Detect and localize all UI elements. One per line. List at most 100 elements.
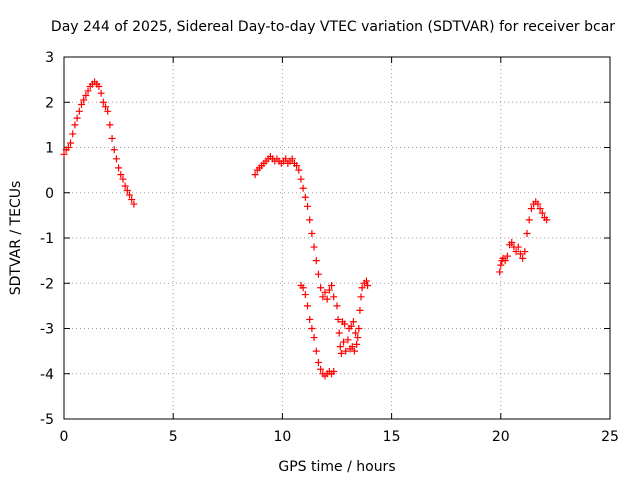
series-segment-1 bbox=[60, 78, 138, 208]
data-point bbox=[95, 82, 103, 90]
data-point bbox=[299, 284, 307, 292]
data-point bbox=[364, 282, 372, 290]
y-tick-label: 1 bbox=[45, 141, 54, 157]
y-tick-label: 3 bbox=[45, 50, 54, 66]
data-point bbox=[126, 191, 134, 199]
data-point bbox=[115, 164, 123, 172]
y-tick-label: -2 bbox=[40, 276, 54, 292]
data-point bbox=[337, 349, 345, 357]
data-point bbox=[536, 205, 544, 213]
x-tick-label: 5 bbox=[169, 429, 178, 445]
data-point bbox=[108, 134, 116, 142]
data-point bbox=[328, 282, 336, 290]
data-point bbox=[323, 295, 331, 303]
data-point bbox=[306, 315, 314, 323]
data-point bbox=[82, 91, 90, 99]
data-point bbox=[350, 347, 358, 355]
data-point bbox=[353, 340, 361, 348]
data-point bbox=[119, 175, 127, 183]
grid bbox=[64, 57, 610, 419]
data-point bbox=[310, 243, 318, 251]
x-axis-tick-labels: 0 5 10 15 20 25 bbox=[60, 429, 619, 445]
data-point bbox=[295, 166, 303, 174]
data-point bbox=[344, 336, 352, 344]
data-point bbox=[106, 121, 114, 129]
x-tick-label: 0 bbox=[60, 429, 69, 445]
data-point bbox=[297, 175, 305, 183]
data-point bbox=[508, 239, 516, 247]
data-point bbox=[314, 358, 322, 366]
data-point bbox=[97, 89, 105, 97]
data-point bbox=[330, 367, 338, 375]
data-point bbox=[60, 150, 68, 158]
data-point bbox=[352, 329, 360, 337]
x-axis-label: GPS time / hours bbox=[278, 459, 395, 475]
y-tick-label: -4 bbox=[40, 367, 54, 383]
data-point bbox=[77, 101, 85, 109]
data-point bbox=[308, 325, 316, 332]
data-point bbox=[354, 334, 362, 342]
x-tick-label: 25 bbox=[601, 429, 619, 445]
data-point bbox=[356, 306, 364, 314]
data-point bbox=[321, 288, 329, 296]
data-point bbox=[304, 302, 312, 310]
data-point bbox=[312, 257, 320, 265]
data-point bbox=[317, 365, 325, 373]
data-point bbox=[334, 315, 342, 323]
data-point bbox=[99, 98, 107, 106]
y-tick-label: -3 bbox=[40, 322, 54, 338]
data-point bbox=[299, 184, 307, 192]
data-point bbox=[121, 182, 129, 190]
series-segment-2 bbox=[251, 153, 338, 303]
data-point bbox=[104, 107, 112, 115]
data-point bbox=[314, 270, 322, 278]
y-tick-label: 0 bbox=[45, 186, 54, 202]
data-point bbox=[348, 343, 356, 351]
data-point bbox=[67, 139, 75, 147]
data-point bbox=[319, 293, 327, 301]
data-point bbox=[355, 325, 363, 332]
data-point bbox=[84, 87, 92, 95]
data-point bbox=[117, 171, 125, 179]
data-point bbox=[516, 250, 524, 258]
data-point bbox=[304, 202, 312, 210]
data-point bbox=[497, 261, 505, 269]
y-tick-label: -1 bbox=[40, 231, 54, 247]
series-segment-5 bbox=[496, 198, 551, 276]
data-point bbox=[496, 268, 504, 276]
data-point bbox=[335, 329, 343, 337]
data-point bbox=[317, 284, 325, 292]
data-point bbox=[341, 320, 349, 328]
data-point bbox=[336, 343, 344, 351]
data-point bbox=[514, 243, 522, 251]
data-point bbox=[312, 347, 320, 355]
data-point bbox=[112, 155, 120, 163]
data-point bbox=[293, 162, 301, 170]
data-point bbox=[521, 248, 529, 256]
data-point bbox=[308, 229, 316, 237]
data-points bbox=[60, 78, 551, 380]
data-point bbox=[503, 252, 511, 260]
data-point bbox=[101, 103, 109, 111]
data-point bbox=[349, 318, 357, 326]
data-point bbox=[523, 229, 531, 237]
data-point bbox=[543, 216, 551, 224]
data-point bbox=[110, 146, 118, 154]
data-point bbox=[333, 302, 341, 310]
data-point bbox=[538, 209, 546, 217]
data-point bbox=[342, 347, 350, 355]
data-point bbox=[123, 186, 131, 194]
data-point bbox=[362, 277, 370, 285]
series-segment-3 bbox=[297, 282, 338, 380]
chart-title: Day 244 of 2025, Sidereal Day-to-day VTE… bbox=[51, 19, 615, 35]
data-point bbox=[128, 196, 136, 204]
x-tick-label: 10 bbox=[273, 429, 291, 445]
data-point bbox=[251, 171, 259, 179]
data-point bbox=[358, 284, 366, 292]
data-point bbox=[301, 291, 309, 299]
y-tick-label: -5 bbox=[40, 412, 54, 428]
data-point bbox=[534, 200, 542, 208]
data-point bbox=[501, 257, 509, 265]
data-point bbox=[130, 200, 138, 208]
